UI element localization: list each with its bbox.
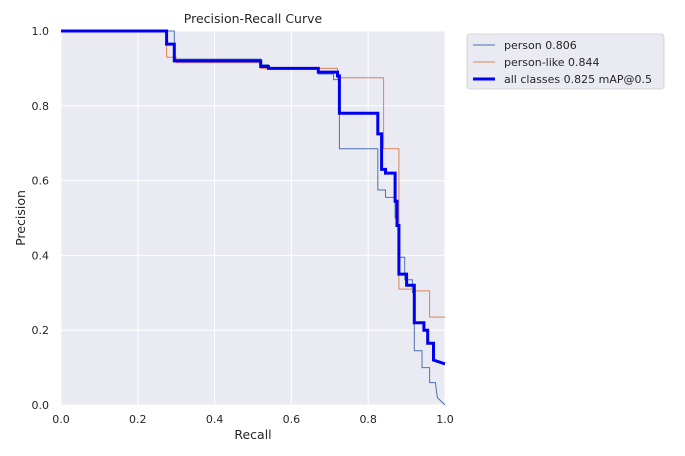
x-tick-label: 0.4 [206, 413, 224, 426]
series-line-2 [61, 29, 446, 366]
plot-background [61, 31, 445, 405]
legend-label-2: all classes 0.825 mAP@0.5 [504, 73, 652, 86]
y-tick-label: 0.2 [32, 324, 50, 337]
chart-title: Precision-Recall Curve [184, 11, 323, 26]
y-axis-label: Precision [13, 190, 28, 246]
y-tick-label: 0.6 [32, 175, 50, 188]
x-tick-label: 0.2 [129, 413, 147, 426]
y-tick-label: 1.0 [32, 25, 50, 38]
y-tick-label: 0.4 [32, 249, 50, 262]
x-tick-labels: 0.0 0.2 0.4 0.6 0.8 1.0 [52, 413, 454, 426]
y-tick-label: 0.0 [32, 399, 50, 412]
x-tick-label: 0.0 [52, 413, 70, 426]
x-tick-label: 0.6 [283, 413, 301, 426]
y-tick-label: 0.8 [32, 100, 50, 113]
y-tick-labels: 0.0 0.2 0.4 0.6 0.8 1.0 [32, 25, 50, 412]
legend: person 0.806 person-like 0.844 all classes… [466, 33, 665, 90]
legend-box [466, 33, 665, 90]
series-lines [61, 29, 446, 406]
x-axis-label: Recall [234, 427, 271, 442]
legend-label-1: person-like 0.844 [504, 56, 600, 69]
x-tick-label: 1.0 [436, 413, 454, 426]
legend-label-0: person 0.806 [504, 39, 577, 52]
x-tick-label: 0.8 [359, 413, 377, 426]
legend-entries: person 0.806 person-like 0.844 all classes… [473, 39, 652, 86]
